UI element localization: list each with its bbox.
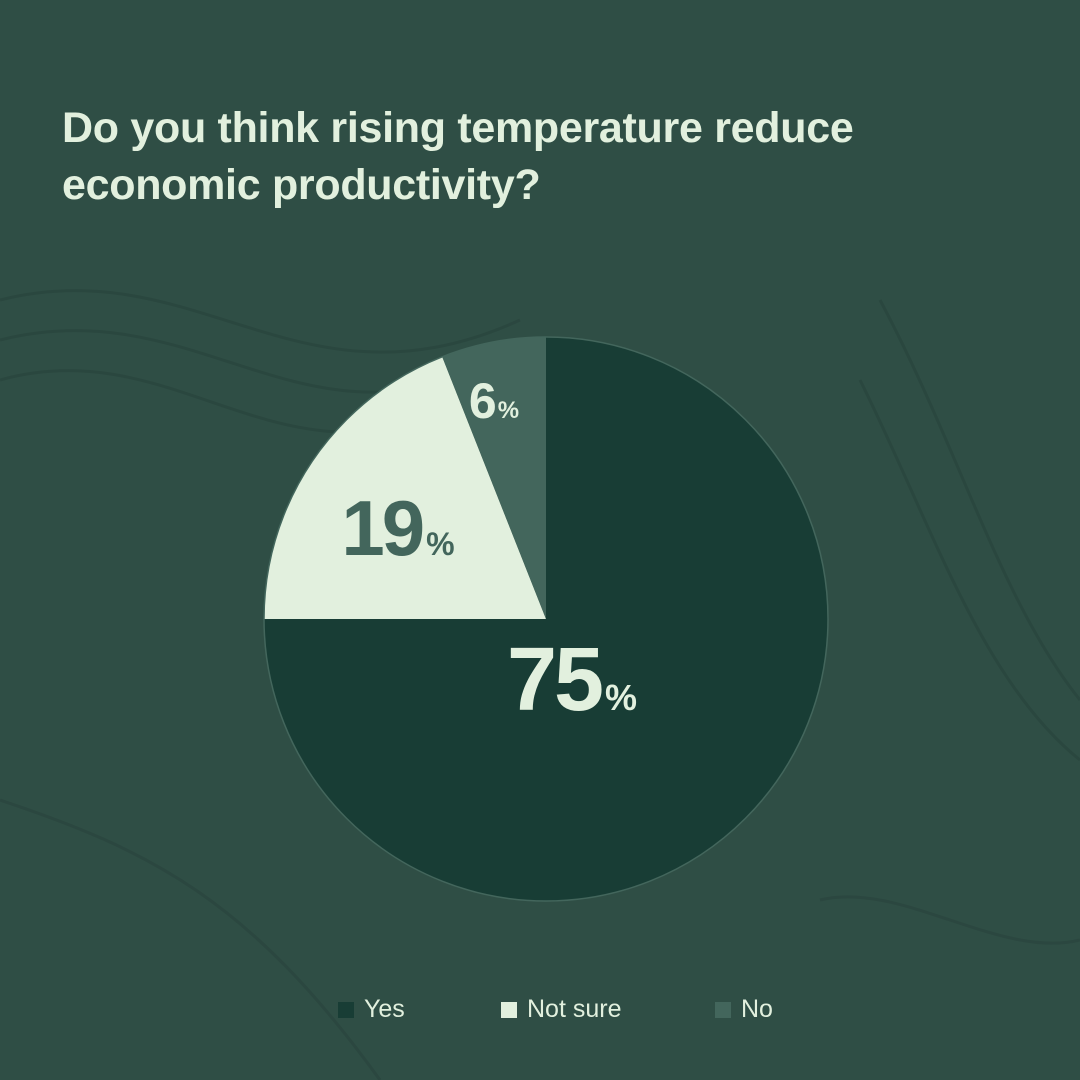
legend-label-no: No: [741, 995, 773, 1023]
legend-item-not-sure: Not sure: [501, 995, 621, 1024]
legend-swatch-yes: [338, 1001, 354, 1018]
pie-slice-not-sure: [264, 356, 546, 619]
data-label-no: 6%: [469, 373, 519, 429]
data-label-not-sure: 19%: [341, 484, 454, 572]
legend-item-no: No: [715, 995, 773, 1024]
chart-title: Do you think rising temperature reduce e…: [62, 104, 854, 209]
legend-label-yes: Yes: [364, 995, 405, 1023]
legend-swatch-no: [715, 1001, 731, 1018]
legend-label-not-sure: Not sure: [527, 995, 622, 1023]
legend: Yes Not sure No: [0, 995, 1080, 1025]
pie-outline: [263, 336, 829, 902]
legend-item-yes: Yes: [338, 995, 405, 1024]
data-label-yes: 75%: [507, 630, 637, 730]
legend-swatch-not-sure: [501, 1001, 517, 1018]
pie-slice-no: [442, 337, 546, 619]
